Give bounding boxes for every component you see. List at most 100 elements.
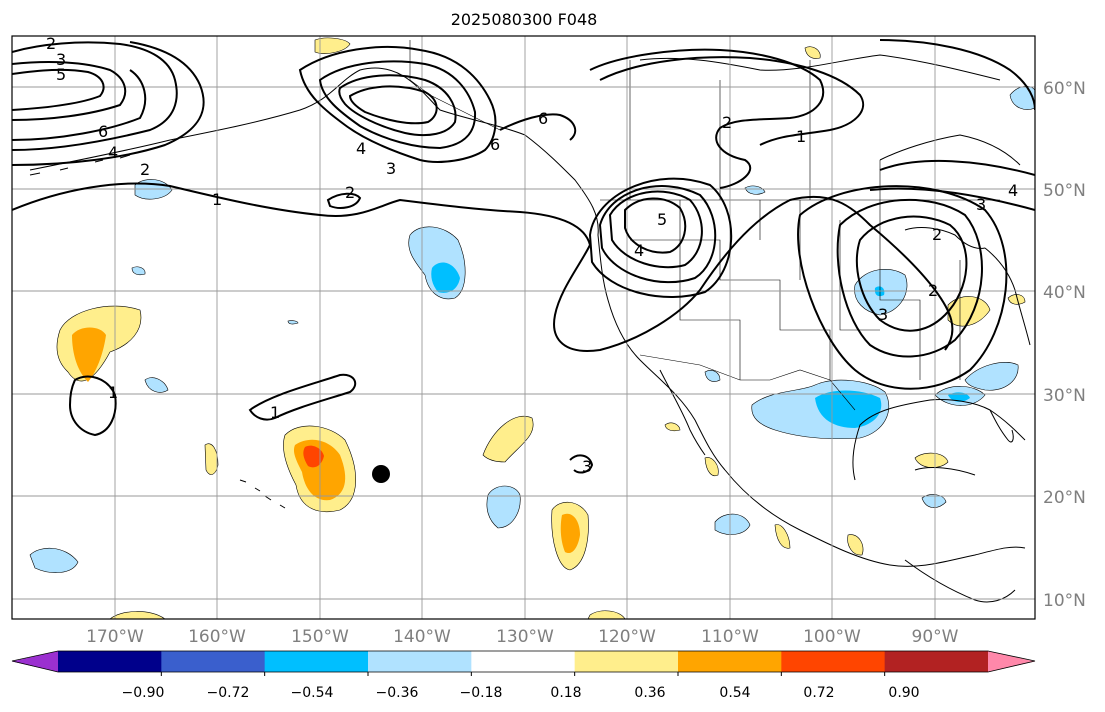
contour-east-4	[879, 159, 1035, 176]
contour-3-west	[12, 41, 205, 166]
colorbar-swatches	[12, 651, 1035, 672]
coastline-eastcoast	[984, 247, 1031, 346]
contour-label: 2	[932, 225, 942, 244]
fill-positive-spot3-core	[560, 513, 580, 554]
contour-nw-low-5	[624, 197, 687, 254]
contour-2-ak-low	[298, 45, 497, 163]
fill-positive-central-peak	[303, 445, 324, 468]
coastline-mexico	[724, 469, 1026, 567]
lon-label: 110°W	[701, 627, 759, 647]
contour-1-main	[12, 182, 954, 352]
coastline-canada	[639, 54, 1001, 81]
contour-1-small	[569, 454, 594, 474]
colorbar-tick-label: −0.90	[122, 685, 165, 701]
colorbar-tick-labels: −0.90 −0.72 −0.54 −0.36 −0.18 0.18 0.36 …	[122, 685, 920, 701]
map-background	[12, 36, 1035, 619]
fill-positive-spot7	[914, 452, 949, 468]
coastline-cuba	[914, 467, 976, 476]
fill-negative-spot3	[131, 266, 146, 276]
map-title: 2025080300 F048	[450, 10, 598, 29]
contour-label: 4	[108, 143, 118, 162]
fill-negative-hudson	[1009, 86, 1035, 110]
colorbar: −0.90 −0.72 −0.54 −0.36 −0.18 0.18 0.36 …	[11, 650, 1036, 701]
fill-negative-spot2	[144, 377, 169, 393]
fill-negative-gulfcoast-core	[948, 392, 970, 402]
colorbar-swatch	[161, 651, 266, 672]
fill-positive-spot11	[664, 422, 681, 432]
coastline-westcoast	[597, 234, 726, 471]
contour-label: 1	[270, 403, 280, 422]
colorbar-swatch	[884, 651, 989, 672]
contour-2-small	[326, 192, 362, 209]
contour-6-west	[12, 68, 105, 111]
contour-label: 6	[490, 135, 500, 154]
colorbar-tick-label: 0.72	[803, 685, 834, 701]
contour-4-ak-low	[338, 74, 457, 137]
colorbar-swatch	[471, 651, 576, 672]
colorbar-tick-label: −0.36	[376, 685, 419, 701]
contour-label: 3	[386, 159, 396, 178]
fill-negative-mexico1	[714, 513, 751, 535]
colorbar-tick-label: −0.72	[207, 685, 250, 701]
border-states-b	[679, 200, 741, 380]
fill-positive-spot6	[847, 534, 864, 556]
contour-lines	[12, 39, 1035, 474]
contour-label: 1	[212, 190, 222, 209]
contour-6-ak-low	[348, 85, 438, 125]
fill-positive-west-core	[72, 327, 106, 382]
colorbar-tick-label: 0.54	[719, 685, 750, 701]
contour-label: 2	[722, 113, 732, 132]
contour-low-central-2	[836, 198, 983, 358]
contour-east-3	[869, 187, 1035, 211]
lat-label: 60°N	[1043, 79, 1086, 99]
contour-label: 2	[46, 34, 56, 53]
fill-negative-mexico2	[704, 370, 721, 382]
fill-positive-spot2	[482, 416, 534, 463]
colorbar-extend-high	[988, 651, 1035, 672]
contour-3-ak-low	[318, 60, 477, 150]
contour-label: 1	[796, 127, 806, 146]
contour-label: 6	[98, 122, 108, 141]
contour-canada-2	[589, 48, 825, 189]
contour-1-westpac	[68, 375, 117, 437]
longitude-labels: 170°W 160°W 150°W 140°W 130°W 120°W 110°…	[86, 627, 959, 647]
lat-label: 10°N	[1043, 591, 1086, 611]
colorbar-extend-low	[12, 651, 58, 672]
coastline-baja	[659, 369, 706, 456]
coastline-hudson	[879, 134, 1021, 166]
colorbar-swatch	[678, 651, 782, 672]
colorbar-tick-label: −0.54	[291, 685, 334, 701]
fill-positive-spot1	[204, 443, 219, 475]
contour-label: 5	[56, 65, 66, 84]
fill-negative-spot4	[486, 485, 521, 529]
contour-label: 1	[108, 383, 118, 402]
map-frame	[11, 35, 1036, 620]
colorbar-ticks	[160, 672, 886, 676]
border-states-a	[630, 239, 831, 380]
fill-positive-spot12	[587, 610, 626, 619]
colorbar-tick-label: 0.90	[888, 685, 919, 701]
colorbar-outline	[11, 650, 1036, 673]
lon-label: 160°W	[188, 627, 246, 647]
contour-1-pac	[248, 373, 357, 421]
contour-label: 3	[878, 305, 888, 324]
aleutian-islands	[29, 154, 131, 176]
fill-negative-spot5	[29, 548, 79, 573]
colorbar-tick-label: −0.18	[460, 685, 503, 701]
contour-low-central-1	[797, 185, 1008, 390]
lat-label: 20°N	[1043, 488, 1086, 508]
contour-east-2	[879, 39, 1035, 111]
fill-negative-spot6	[744, 185, 766, 195]
contour-label: 4	[356, 139, 366, 158]
contour-label: 2	[928, 281, 938, 300]
lat-label: 40°N	[1043, 283, 1086, 303]
colorbar-swatch	[368, 651, 472, 672]
fill-negative-cuba	[921, 494, 947, 508]
colorbar-tick-label: 0.36	[634, 685, 665, 701]
colorbar-swatch	[264, 651, 369, 672]
contour-label: 4	[1008, 181, 1018, 200]
coastline-greatlakes	[904, 227, 986, 249]
border-canada-provinces	[629, 60, 881, 200]
lon-label: 130°W	[496, 627, 554, 647]
fill-negative-spot7	[287, 320, 299, 325]
